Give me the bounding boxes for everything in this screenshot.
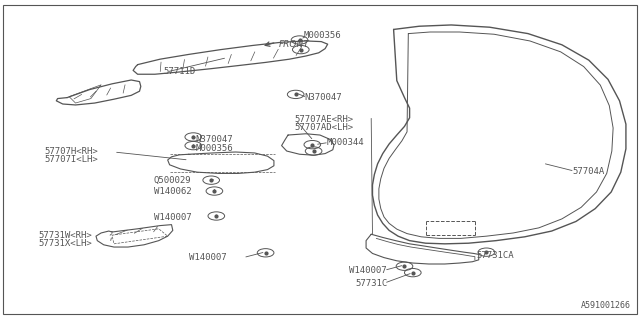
Text: Q500029: Q500029 [154,176,191,185]
Text: 57731C: 57731C [355,279,387,288]
Text: W140007: W140007 [154,213,191,222]
Text: N370047: N370047 [304,93,342,102]
Text: N370047: N370047 [195,135,233,144]
Text: 57731W<RH>: 57731W<RH> [38,231,92,240]
Text: 57731CA: 57731CA [477,252,515,260]
Text: 57707H<RH>: 57707H<RH> [45,148,99,156]
Text: A591001266: A591001266 [580,301,630,310]
Text: W140007: W140007 [349,266,387,275]
Text: 57704A: 57704A [573,167,605,176]
Text: 57711D: 57711D [163,68,195,76]
Text: 57731X<LH>: 57731X<LH> [38,239,92,248]
Text: FRONT: FRONT [278,40,309,49]
Text: M000356: M000356 [304,31,342,40]
Text: W140007: W140007 [189,253,227,262]
Text: 57707I<LH>: 57707I<LH> [45,156,99,164]
Text: M000356: M000356 [195,144,233,153]
Text: 57707AD<LH>: 57707AD<LH> [294,124,353,132]
Text: W140062: W140062 [154,188,191,196]
Text: 57707AE<RH>: 57707AE<RH> [294,116,353,124]
Text: M000344: M000344 [326,138,364,147]
